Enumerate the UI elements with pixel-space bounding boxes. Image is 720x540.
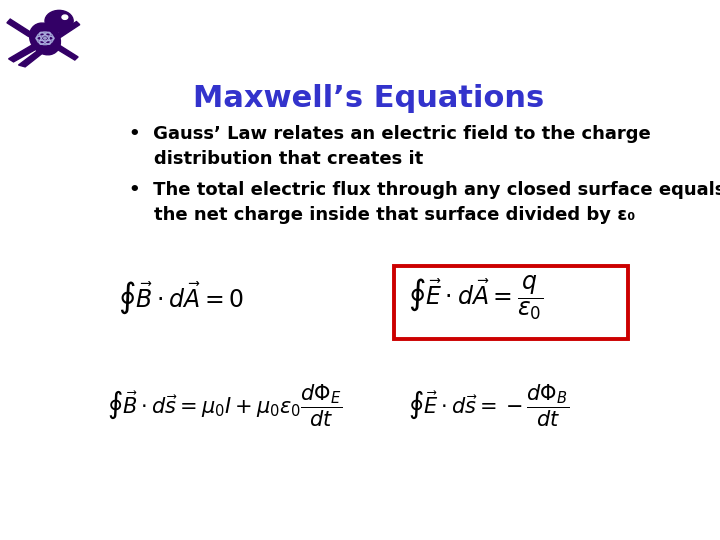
Circle shape: [45, 10, 73, 31]
Text: •  The total electric flux through any closed surface equals: • The total electric flux through any cl…: [129, 181, 720, 199]
Bar: [394, 266, 629, 339]
Text: •  Gauss’ Law relates an electric field to the charge: • Gauss’ Law relates an electric field t…: [129, 125, 651, 143]
Polygon shape: [53, 44, 78, 60]
Text: Maxwell’s Equations: Maxwell’s Equations: [194, 84, 544, 112]
Polygon shape: [55, 22, 80, 38]
Polygon shape: [7, 19, 32, 36]
Polygon shape: [9, 45, 37, 62]
Text: $\oint \vec{E} \cdot d\vec{A} = \dfrac{q}{\varepsilon_0}$: $\oint \vec{E} \cdot d\vec{A} = \dfrac{q…: [408, 273, 544, 322]
Circle shape: [43, 37, 47, 40]
Text: $\oint \vec{B} \cdot d\vec{A} = 0$: $\oint \vec{B} \cdot d\vec{A} = 0$: [118, 280, 244, 316]
Text: $\oint \vec{B} \cdot d\vec{s} = \mu_0 I + \mu_0 \varepsilon_0 \dfrac{d\Phi_E}{dt: $\oint \vec{B} \cdot d\vec{s} = \mu_0 I …: [107, 383, 342, 429]
Polygon shape: [19, 50, 42, 67]
Ellipse shape: [30, 23, 60, 55]
Text: the net charge inside that surface divided by ε₀: the net charge inside that surface divid…: [129, 206, 635, 224]
Text: $\oint \vec{E} \cdot d\vec{s} = -\dfrac{d\Phi_B}{dt}$: $\oint \vec{E} \cdot d\vec{s} = -\dfrac{…: [408, 383, 570, 429]
Text: distribution that creates it: distribution that creates it: [129, 150, 423, 168]
Circle shape: [62, 15, 68, 19]
